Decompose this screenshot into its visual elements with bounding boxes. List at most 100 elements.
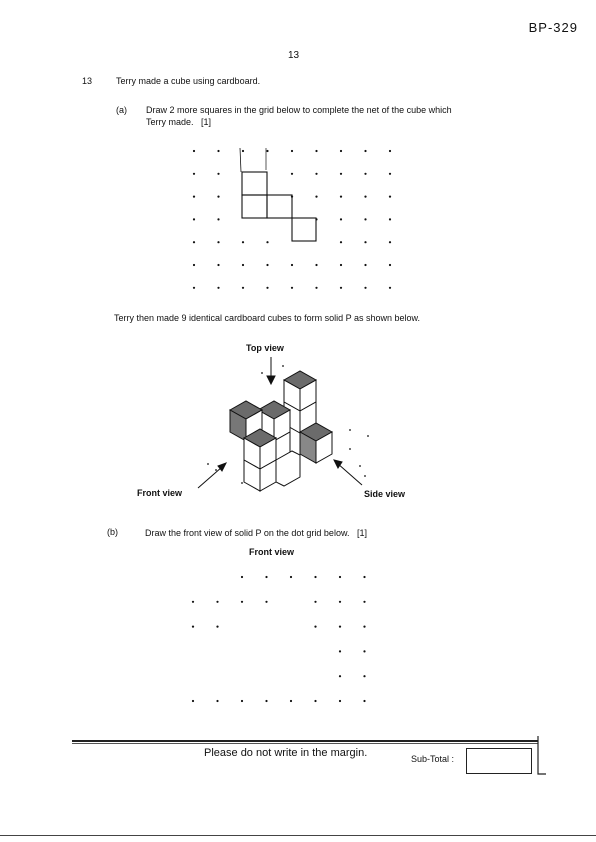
grid-dot	[192, 286, 196, 289]
grid-dot	[192, 263, 196, 267]
grid-dot	[364, 241, 367, 244]
part-a-text: Draw 2 more squares in the grid below to…	[146, 104, 452, 128]
grid-dot	[216, 625, 219, 628]
cube-top-face	[282, 370, 318, 390]
part-b-marks: [1]	[356, 528, 367, 538]
grid-dot	[339, 263, 343, 267]
cube-face	[299, 401, 317, 434]
grid-dot	[364, 195, 367, 198]
grid-dot	[338, 675, 342, 678]
cube-face	[259, 437, 277, 470]
grid-dot	[388, 263, 392, 267]
net-dots	[192, 149, 392, 289]
grid-dot	[315, 195, 318, 198]
top-view-label: Top view	[246, 343, 284, 353]
grid-dot	[266, 149, 269, 153]
grid-dot	[266, 286, 269, 289]
cube-face	[257, 431, 275, 464]
grid-dot	[217, 286, 220, 289]
grid-dot	[192, 195, 196, 198]
grid-dot	[217, 149, 220, 153]
grid-dot	[265, 600, 268, 603]
grid-dot	[217, 195, 220, 198]
footer-rule	[72, 740, 538, 742]
grid-dot	[290, 149, 294, 153]
grid-dot	[338, 699, 342, 703]
cube-face	[273, 431, 291, 464]
figure-stray-dots	[207, 365, 369, 484]
cube-face	[259, 459, 277, 492]
cube-face	[275, 450, 301, 487]
cube-face	[283, 379, 301, 412]
grid-dot	[191, 600, 195, 603]
subtotal-box[interactable]	[466, 748, 532, 774]
grid-dot	[388, 149, 392, 153]
grid-dot	[339, 195, 343, 198]
front-view-arrow-head	[217, 462, 228, 472]
net-square-2	[241, 194, 268, 219]
page-number: 13	[288, 50, 300, 61]
grid-dot	[363, 600, 366, 603]
grid-dot	[266, 241, 269, 244]
front-view-label: Front view	[137, 488, 183, 498]
grid-dot	[265, 575, 268, 579]
grid-dot	[315, 172, 318, 175]
grid-dot	[314, 625, 317, 628]
grid-dot	[240, 575, 244, 579]
cube-top-face	[298, 422, 334, 442]
footer-rule-thin	[72, 743, 538, 744]
grid-dot	[363, 699, 366, 703]
grid-dot	[217, 218, 220, 221]
grid-dot	[388, 241, 392, 244]
grid-dot	[338, 600, 342, 603]
grid-dot	[290, 263, 294, 267]
grid-dot	[338, 575, 342, 579]
grid-dot	[192, 172, 196, 175]
front-view-dots	[191, 575, 366, 703]
grid-dot	[289, 699, 293, 703]
cube-top-face	[256, 400, 292, 420]
side-view-arrow-line	[336, 462, 363, 486]
part-b-label: (b)	[107, 527, 118, 537]
grid-dot	[290, 195, 294, 198]
grid-dot	[315, 286, 318, 289]
grid-dot	[266, 263, 269, 267]
grid-dot	[217, 263, 220, 267]
grid-dot	[191, 699, 195, 703]
grid-dot	[339, 286, 343, 289]
grid-dot	[241, 149, 245, 153]
grid-dot	[338, 625, 342, 628]
part-a-line2: Terry made. [1]	[146, 116, 452, 128]
part-b-instruction: Draw the front view of solid P on the do…	[145, 528, 350, 538]
grid-dot	[241, 241, 245, 244]
grid-dot	[241, 286, 245, 289]
top-view-arrow-head	[266, 375, 276, 386]
grid-dot	[192, 149, 196, 153]
grid-dot	[315, 218, 318, 221]
grid-dot	[339, 218, 343, 221]
grid-dot	[265, 699, 268, 703]
grid-dot	[290, 172, 294, 175]
grid-dot	[241, 263, 245, 267]
part-b-text: Draw the front view of solid P on the do…	[145, 527, 367, 539]
grid-dot	[339, 149, 343, 153]
front-view-arrow-line	[197, 466, 223, 489]
cube-face	[283, 401, 301, 434]
front-view-grid-title: Front view	[249, 547, 295, 557]
side-view-arrow-head	[333, 459, 343, 469]
grid-dot	[364, 149, 367, 153]
grid-dot	[364, 263, 367, 267]
part-a-label: (a)	[116, 105, 127, 115]
cube-face	[315, 431, 333, 464]
cube-face	[299, 379, 317, 412]
grid-dot	[363, 625, 366, 628]
grid-dot	[216, 699, 219, 703]
grid-dot	[315, 149, 318, 153]
cube-face	[273, 409, 291, 442]
margin-note: Please do not write in the margin.	[204, 747, 368, 759]
net-square-3	[266, 194, 293, 219]
grid-dot	[315, 263, 318, 267]
grid-dot	[364, 172, 367, 175]
pencil-mark-1	[239, 147, 242, 173]
solid-p-cubes	[228, 370, 334, 492]
